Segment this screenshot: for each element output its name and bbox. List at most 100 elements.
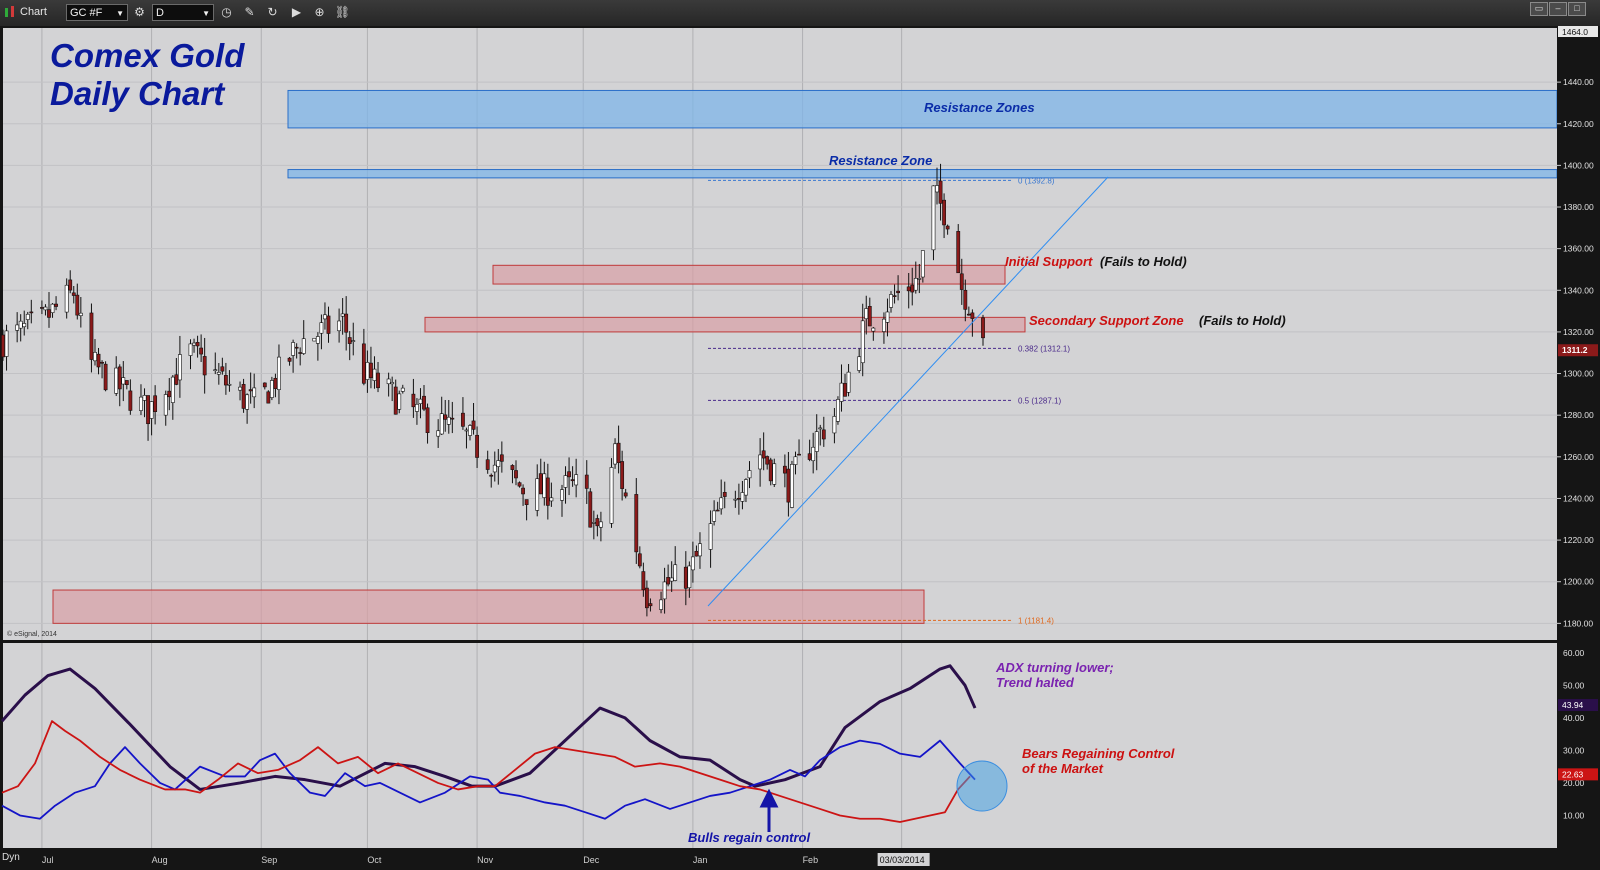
candle-down [942, 199, 946, 226]
copyright-label: © eSignal, 2014 [7, 630, 57, 638]
fib-levels: 0 (1392.8) 0.382 (1312.1) 0.5 (1287.1) 1 (1… [708, 176, 1070, 625]
candles [1, 163, 985, 617]
time-tick-label: 03/03/2014 [880, 855, 925, 865]
indicator-tick-label: 20.00 [1563, 778, 1585, 788]
candle-up [549, 497, 554, 502]
indicator-tick-label: 10.00 [1563, 810, 1585, 820]
candle-down [117, 366, 122, 390]
adx-note: ADX turning lower; Trend halted [996, 660, 1114, 690]
fib-label: 0.5 (1287.1) [1018, 396, 1061, 405]
candle-up [563, 475, 568, 488]
time-tick-label: Feb [803, 855, 819, 865]
indicator-tick-label: 40.00 [1563, 713, 1585, 723]
chart-title: Comex Gold Daily Chart [50, 37, 244, 113]
candle-up [323, 314, 327, 320]
interval-dropdown-icon[interactable]: ▼ [202, 9, 210, 18]
candle-up [673, 564, 678, 581]
bears-highlight-circle [956, 760, 1008, 812]
toolbar: Chart GC #F ▼ ⚙ D ▼ ◷ ✎ ↻ ▶ ⊕ ⛓ ▭ – □ [0, 0, 1600, 27]
candle-up [22, 323, 27, 328]
bulls-arrow-icon [759, 788, 779, 832]
candle-up [496, 460, 501, 467]
candle-down [545, 477, 550, 506]
candle-up [213, 369, 218, 371]
link-icon[interactable]: ⛓ [334, 5, 351, 19]
candle-down [128, 390, 133, 411]
candle-down [411, 393, 416, 408]
candle-down [892, 295, 897, 297]
candle-down [262, 382, 267, 388]
candle-down [241, 384, 246, 409]
candle-down [584, 474, 589, 489]
candle-up [712, 510, 717, 522]
candle-up [860, 320, 865, 364]
adx-note-line1: ADX turning lower; [996, 660, 1114, 675]
candle-down [510, 465, 515, 470]
candle-up [535, 478, 540, 511]
candle-up [814, 431, 819, 452]
candle-up [312, 337, 317, 342]
adx-value-label: 43.94 [1562, 700, 1584, 710]
candle-up [790, 464, 794, 508]
price-tick-label: 1420.00 [1563, 119, 1594, 129]
candle-down [945, 225, 950, 230]
candle-down [786, 468, 791, 503]
zone-rect [424, 316, 1026, 333]
candle-down [620, 461, 625, 489]
candle-down [146, 395, 150, 425]
candle-up [439, 413, 444, 435]
candle-up [114, 367, 119, 394]
candle-up [913, 278, 918, 291]
refresh-icon[interactable]: ↻ [267, 5, 278, 19]
price-tick-label: 1440.00 [1563, 77, 1594, 87]
dyn-label[interactable]: Dyn [2, 852, 20, 863]
candle-up [659, 599, 663, 610]
zones [52, 89, 1558, 624]
pencil-icon[interactable]: ✎ [244, 5, 255, 19]
candle-up [415, 403, 419, 412]
maximize-button[interactable]: □ [1568, 2, 1586, 16]
candle-down [422, 395, 426, 410]
candle-up [740, 492, 745, 502]
candle-up [920, 250, 925, 278]
candle-down [694, 550, 699, 557]
candle-down [220, 366, 225, 372]
candle-down [644, 587, 649, 609]
time-tick-label: Oct [367, 855, 382, 865]
price-panel[interactable] [3, 28, 1557, 640]
clock-icon[interactable]: ◷ [221, 5, 232, 19]
symbol-input[interactable]: GC #F ▼ [66, 4, 128, 21]
candle-up [149, 401, 154, 419]
candle-down [797, 453, 801, 456]
candle-up [793, 456, 798, 465]
candle-down [736, 497, 741, 500]
candle-up [744, 479, 748, 496]
candle-up [418, 398, 423, 404]
candle-down [273, 377, 278, 389]
candle-down [202, 356, 207, 376]
candle-up [252, 387, 257, 398]
minimize-button[interactable]: – [1549, 2, 1567, 16]
candle-down [956, 231, 961, 274]
adx-value-box [1558, 699, 1598, 712]
restore-button[interactable]: ▭ [1530, 2, 1548, 16]
indicator-panel[interactable] [3, 643, 1557, 848]
symbol-dropdown-icon[interactable]: ▼ [116, 9, 124, 18]
settings-icon[interactable]: ⚙ [134, 5, 145, 19]
zoom-icon[interactable]: ⊕ [314, 5, 325, 19]
axis-background [1557, 26, 1600, 870]
di-value-label: 22.63 [1562, 769, 1584, 779]
interval-value: D [156, 7, 164, 19]
chart-area[interactable]: 0 (1392.8) 0.382 (1312.1) 0.5 (1287.1) 1 (1… [0, 26, 1600, 870]
date-highlight [877, 853, 930, 866]
candle-down [376, 372, 380, 389]
indicator-tick-label: 60.00 [1563, 648, 1585, 658]
play-icon[interactable]: ▶ [291, 5, 302, 19]
candle-up [386, 378, 391, 385]
candle-down [938, 180, 943, 204]
trendline[interactable] [707, 176, 1109, 607]
candle-down [475, 434, 479, 458]
candle-up [93, 351, 97, 362]
interval-input[interactable]: D ▼ [152, 4, 214, 21]
candle-down [807, 453, 812, 460]
